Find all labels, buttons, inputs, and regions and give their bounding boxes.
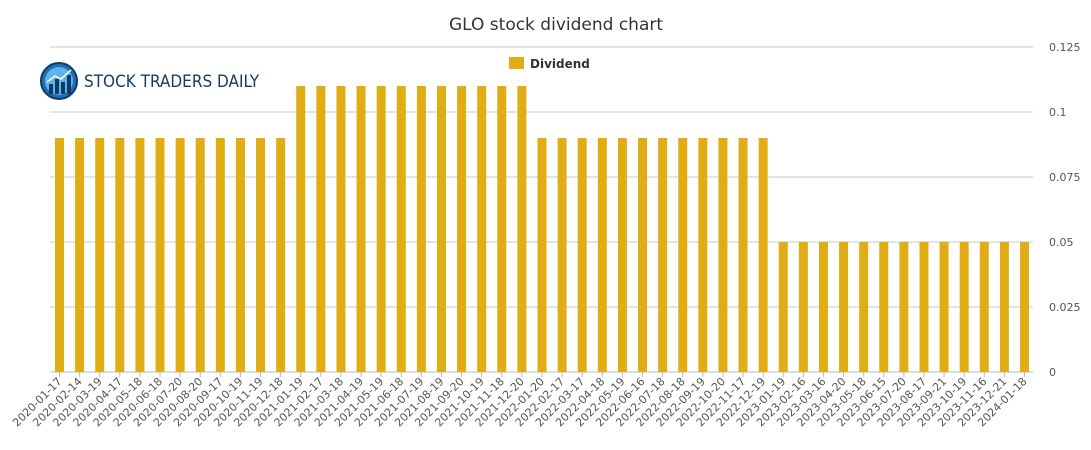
bar[interactable] [979,242,989,372]
bar[interactable] [899,242,909,372]
bar[interactable] [497,86,507,372]
bar[interactable] [879,242,889,372]
y-tick-label: 0.125 [1049,41,1081,54]
bar[interactable] [798,242,808,372]
bar[interactable] [1020,242,1029,372]
y-tick-label: 0 [1049,366,1056,379]
bar[interactable] [175,138,185,372]
logo-text: STOCK TRADERS DAILY [84,72,260,92]
bar[interactable] [316,86,326,372]
y-tick-label: 0.075 [1049,171,1081,184]
bar[interactable] [839,242,849,372]
y-axis-ticks: 0 0.025 0.05 0.075 0.1 0.125 [1049,41,1081,379]
bar[interactable] [638,138,648,372]
bar[interactable] [577,138,587,372]
bar[interactable] [678,138,688,372]
bar[interactable] [999,242,1009,372]
bar[interactable] [738,138,748,372]
chart-title: GLO stock dividend chart [449,15,663,35]
bar[interactable] [597,138,607,372]
legend[interactable]: Dividend [509,57,590,71]
bar[interactable] [115,138,125,372]
bar[interactable] [557,138,567,372]
y-tick-label: 0.025 [1049,301,1081,314]
bar[interactable] [356,86,366,372]
bar[interactable] [778,242,788,372]
bar[interactable] [617,138,627,372]
bar[interactable] [859,242,869,372]
bar[interactable] [457,86,467,372]
bar[interactable] [959,242,969,372]
y-tick-label: 0.05 [1049,236,1074,249]
legend-swatch [509,57,524,69]
bar[interactable] [55,138,64,372]
logo: STOCK TRADERS DAILY [40,62,260,100]
bar[interactable] [658,138,668,372]
bar[interactable] [336,86,346,372]
bar[interactable] [537,138,547,372]
bar[interactable] [396,86,406,372]
bar[interactable] [698,138,708,372]
bar[interactable] [296,86,306,372]
bar[interactable] [256,138,266,372]
x-axis-ticks: 2020-01-172020-02-142020-03-192020-04-17… [10,372,1030,429]
bar[interactable] [919,242,929,372]
legend-label-dividend: Dividend [530,57,590,71]
bar[interactable] [939,242,949,372]
bar[interactable] [235,138,245,372]
bar[interactable] [416,86,426,372]
bar[interactable] [75,138,85,372]
bar[interactable] [718,138,728,372]
bar[interactable] [195,138,205,372]
bar[interactable] [135,138,145,372]
bar[interactable] [758,138,768,372]
bar[interactable] [95,138,105,372]
bars [55,86,1029,372]
bar[interactable] [477,86,487,372]
bar[interactable] [215,138,225,372]
bar[interactable] [276,138,286,372]
bar[interactable] [436,86,446,372]
bar[interactable] [818,242,828,372]
bar-chart-globe-icon [40,62,78,100]
y-tick-label: 0.1 [1049,106,1067,119]
bar[interactable] [155,138,165,372]
bar[interactable] [517,86,527,372]
bar[interactable] [376,86,386,372]
